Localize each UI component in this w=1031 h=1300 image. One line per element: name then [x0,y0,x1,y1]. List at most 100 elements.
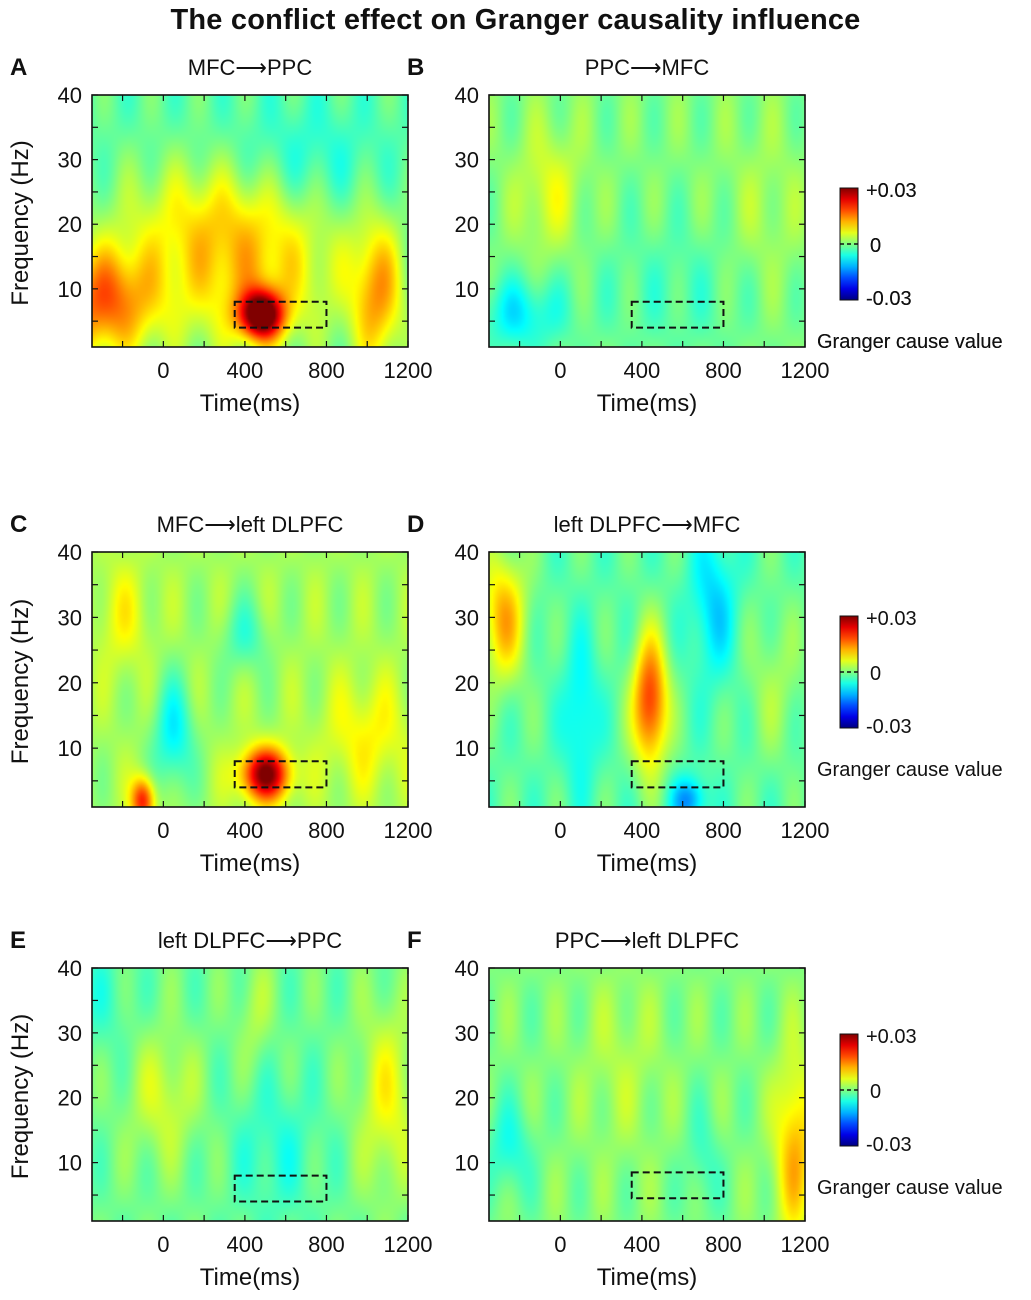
colorbar-f: +0.03 0 -0.03 Granger cause value [817,1026,1003,1199]
heatmap-f [489,968,805,1221]
x-tick-label: 400 [227,818,264,843]
x-tick-label: 800 [308,1232,345,1257]
x-tick-label: 400 [624,358,661,383]
roi-box-b [630,300,725,329]
colorbar-min-label: -0.03 [866,288,912,310]
x-axis-label-d: Time(ms) [597,850,697,877]
y-tick-label: 10 [455,1151,479,1176]
colorbar-min-label: -0.03 [866,716,912,738]
x-tick-label: 0 [554,358,566,383]
x-tick-label: 400 [624,1232,661,1257]
y-tick-label: 30 [58,148,82,173]
x-axis-label-c: Time(ms) [200,850,300,877]
axes-frame-e [91,967,409,1222]
panel-d: 0 400 800 1200 10 20 30 40 left DLPFC⟶MFC D Time(m… [407,511,1003,877]
x-tick-label: 800 [308,358,345,383]
axes-frame-a [91,94,409,348]
panel-title-b: PPC⟶MFC [585,55,710,80]
x-axis-label-f: Time(ms) [597,1264,697,1291]
panel-b: 0 400 800 1200 10 20 30 40 PPC⟶MFC B Time(ms) +0.03… [407,54,1003,417]
y-tick-label: 20 [455,212,479,237]
panel-letter-e: E [10,927,26,954]
y-axis-label-e: Frequency (Hz) [7,1014,34,1179]
panel-c: 0 400 800 1200 10 20 30 40 MFC⟶left DLPFC C Time(m… [7,511,432,877]
x-axis-label-a: Time(ms) [200,390,300,417]
x-tick-label: 400 [227,358,264,383]
colorbar-d: +0.03 0 -0.03 Granger cause value [817,608,1003,781]
panel-title-c: MFC⟶left DLPFC [157,512,344,537]
y-tick-label: 10 [455,277,479,302]
y-tick-label: 20 [58,212,82,237]
y-tick-label: 10 [58,277,82,302]
x-tick-label: 800 [308,818,345,843]
colorbar-min-label: -0.03 [866,1134,912,1156]
heatmap-c [92,552,408,807]
x-tick-label: 400 [624,818,661,843]
y-tick-label: 40 [455,956,479,981]
colorbar-b: +0.03 0 -0.03 Granger cause value [817,180,1003,353]
x-tick-label: 1200 [781,358,830,383]
x-tick-label: 400 [227,1232,264,1257]
axes-frame-f [488,967,806,1222]
panel-title-d: left DLPFC⟶MFC [554,512,741,537]
panel-f: 0 400 800 1200 10 20 30 40 PPC⟶left DLPFC F Time(m… [407,927,1003,1291]
x-tick-label: 0 [157,818,169,843]
x-tick-label: 1200 [384,1232,433,1257]
heatmap-a [92,95,408,347]
y-tick-label: 40 [58,540,82,565]
y-tick-label: 30 [455,1021,479,1046]
panel-title-e: left DLPFC⟶PPC [158,928,342,953]
colorbar-mid-label: 0 [870,235,881,257]
roi-box-f [630,1171,725,1200]
y-tick-label: 40 [58,956,82,981]
colorbar-max-label: +0.03 [866,1026,917,1048]
y-tick-label: 30 [58,1021,82,1046]
figure-title: The conflict effect on Granger causality… [170,4,861,36]
x-tick-label: 0 [157,358,169,383]
y-tick-label: 20 [58,1086,82,1111]
colorbar-max-label: +0.03 [866,180,917,202]
x-tick-label: 800 [705,818,742,843]
roi-box-c [233,760,328,789]
axes-frame-b [488,94,806,348]
panel-letter-f: F [407,927,422,954]
y-tick-label: 20 [455,671,479,696]
panel-letter-a: A [10,54,27,81]
x-axis-label-e: Time(ms) [200,1264,300,1291]
colorbar-min-label: -0.03 [866,288,912,310]
y-tick-label: 30 [455,605,479,630]
y-tick-label: 10 [58,736,82,761]
panel-letter-c: C [10,511,27,538]
colorbar-max-label: +0.03 [866,180,917,202]
colorbar-title: Granger cause value [817,759,1003,781]
x-tick-label: 800 [705,1232,742,1257]
y-tick-label: 40 [58,83,82,108]
y-axis-label-c: Frequency (Hz) [7,599,34,764]
y-tick-label: 40 [455,540,479,565]
x-tick-label: 1200 [781,1232,830,1257]
y-tick-label: 20 [455,1086,479,1111]
roi-box-e [233,1174,328,1203]
y-tick-label: 40 [455,83,479,108]
colorbar-mid-label: 0 [870,1081,881,1103]
x-tick-label: 1200 [781,818,830,843]
axes-frame-c [91,551,409,808]
colorbar-mid-label: 0 [870,235,881,257]
colorbar-title: Granger cause value [817,331,1003,353]
panel-letter-d: D [407,511,424,538]
colorbar-title: Granger cause value [817,1177,1003,1199]
panel-letter-b: B [407,54,424,81]
panel-title-f: PPC⟶left DLPFC [555,928,739,953]
axes-frame-d [488,551,806,808]
heatmap-e [92,968,408,1221]
x-tick-label: 0 [554,818,566,843]
colorbar-title: Granger cause value [817,331,1003,353]
colorbar-max-label: +0.03 [866,608,917,630]
colorbar-mid-label: 0 [870,663,881,685]
x-tick-label: 1200 [384,358,433,383]
roi-box-d [630,760,725,789]
heatmap-b [489,95,805,347]
heatmap-d [489,552,805,807]
y-tick-label: 30 [455,148,479,173]
x-axis-label-b: Time(ms) [597,390,697,417]
